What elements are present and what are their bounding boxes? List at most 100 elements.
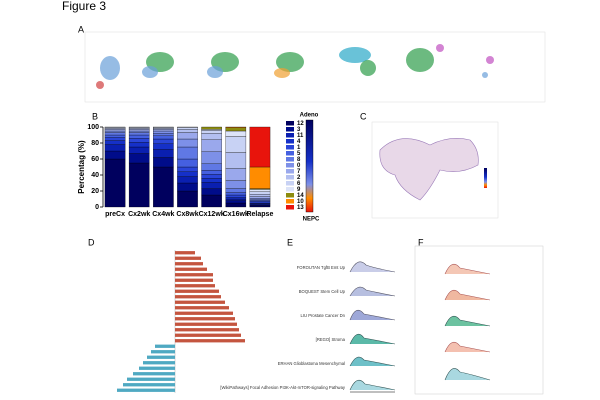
- bar: [175, 289, 219, 293]
- bar-segment: [153, 157, 174, 168]
- bar: [175, 333, 241, 337]
- legend-label: 8: [297, 157, 301, 163]
- bar: [151, 350, 175, 354]
- bar: [143, 361, 175, 365]
- umap-row: [84, 31, 546, 103]
- bar-segment: [249, 191, 271, 195]
- legend-swatch: [286, 169, 294, 174]
- bar-segment: [201, 178, 222, 183]
- x-tick-label: Cx8wk: [176, 211, 198, 218]
- bar-segment: [225, 200, 247, 204]
- bar-segment: [249, 194, 271, 197]
- bar-segment: [128, 126, 150, 128]
- bar-segment: [177, 158, 198, 168]
- bar-segment: [201, 170, 222, 175]
- bar: [175, 328, 239, 332]
- panel-label: C: [360, 111, 367, 121]
- bar-segment: [201, 182, 222, 189]
- x-tick-label: Cx4wk: [152, 211, 174, 218]
- legend-swatch: [286, 157, 294, 162]
- bar-segment: [177, 176, 198, 184]
- bar-segment: [153, 129, 174, 132]
- legend-label: 1: [297, 145, 301, 151]
- bar: [175, 284, 215, 288]
- y-tick-label: 20: [91, 188, 99, 195]
- bar: [123, 383, 175, 387]
- bar-segment: [177, 166, 198, 172]
- bar-segment: [177, 171, 198, 177]
- panel-label: B: [92, 111, 98, 121]
- bar-segment: [104, 126, 126, 128]
- legend-swatch: [286, 205, 294, 210]
- x-tick-label: Cx16wk: [223, 211, 249, 218]
- bar-segment: [153, 138, 174, 144]
- bar-segment: [249, 166, 271, 189]
- bar-segment: [104, 137, 126, 141]
- legend-label: 14: [297, 193, 304, 199]
- bar: [117, 388, 175, 392]
- bar-segment: [225, 168, 247, 181]
- bar-segment: [177, 126, 198, 128]
- panel-label: F: [418, 237, 424, 247]
- y-tick-label: 80: [91, 140, 99, 147]
- bar-segment: [249, 126, 271, 168]
- bar-segment: [104, 130, 126, 133]
- bar: [133, 372, 175, 376]
- bar: [175, 251, 195, 255]
- bar: [139, 366, 175, 370]
- bar-segment: [177, 182, 198, 192]
- legend-label: 13: [297, 205, 304, 211]
- legend-swatch: [286, 139, 294, 144]
- legend-label: 10: [297, 199, 304, 205]
- bar-segment: [225, 198, 247, 201]
- x-tick-label: Relapse: [246, 211, 273, 218]
- bar-segment: [128, 153, 150, 164]
- ridges-e: [349, 261, 396, 393]
- bar: [175, 306, 229, 310]
- bar-segment: [104, 132, 126, 136]
- legend-label: 0: [297, 163, 301, 169]
- legend-label: 7: [297, 169, 301, 175]
- bar: [147, 355, 175, 359]
- bar-segment: [201, 194, 222, 208]
- bar-segment: [104, 140, 126, 145]
- bar-segment: [153, 126, 174, 128]
- gene-set-label: FOROUTAN TgfB Emt Up: [297, 265, 346, 270]
- legend-label: 4: [297, 139, 301, 145]
- legend-label: 5: [297, 151, 301, 157]
- y-tick-label: 0: [95, 204, 99, 211]
- y-tick-label: 40: [91, 172, 99, 179]
- bar-segment: [128, 134, 150, 139]
- legend-label: 2: [297, 175, 301, 181]
- bar-segment: [201, 151, 222, 164]
- bar: [175, 295, 221, 299]
- bar-segment: [225, 152, 247, 169]
- bar-segment: [177, 146, 198, 160]
- bar-segment: [225, 194, 247, 198]
- x-tick-label: Cx12wk: [199, 211, 225, 218]
- bar-segment: [104, 144, 126, 152]
- bar-segment: [201, 174, 222, 179]
- legend-swatch: [286, 181, 294, 186]
- bar-segment: [128, 146, 150, 154]
- bar-segment: [225, 126, 247, 128]
- bar: [175, 339, 245, 343]
- bar-segment: [249, 189, 271, 192]
- bar-segment: [201, 126, 222, 130]
- gene-set-label: ERHAN Glioblastoma Mesenchymal: [278, 361, 345, 366]
- bar-segment: [225, 197, 247, 200]
- bar-segment: [225, 202, 247, 208]
- bar-segment: [128, 129, 150, 132]
- bar-segment: [177, 129, 198, 133]
- bar-segment: [104, 158, 126, 208]
- legend-swatch: [286, 175, 294, 180]
- bar: [175, 256, 201, 260]
- legend-swatch: [286, 151, 294, 156]
- bar-segment: [128, 138, 150, 143]
- legend-label: 12: [297, 121, 304, 127]
- panel-label: D: [88, 237, 95, 247]
- bar: [175, 278, 213, 282]
- legend-swatch: [286, 133, 294, 138]
- bar-segment: [225, 136, 247, 153]
- bar-segment: [153, 143, 174, 150]
